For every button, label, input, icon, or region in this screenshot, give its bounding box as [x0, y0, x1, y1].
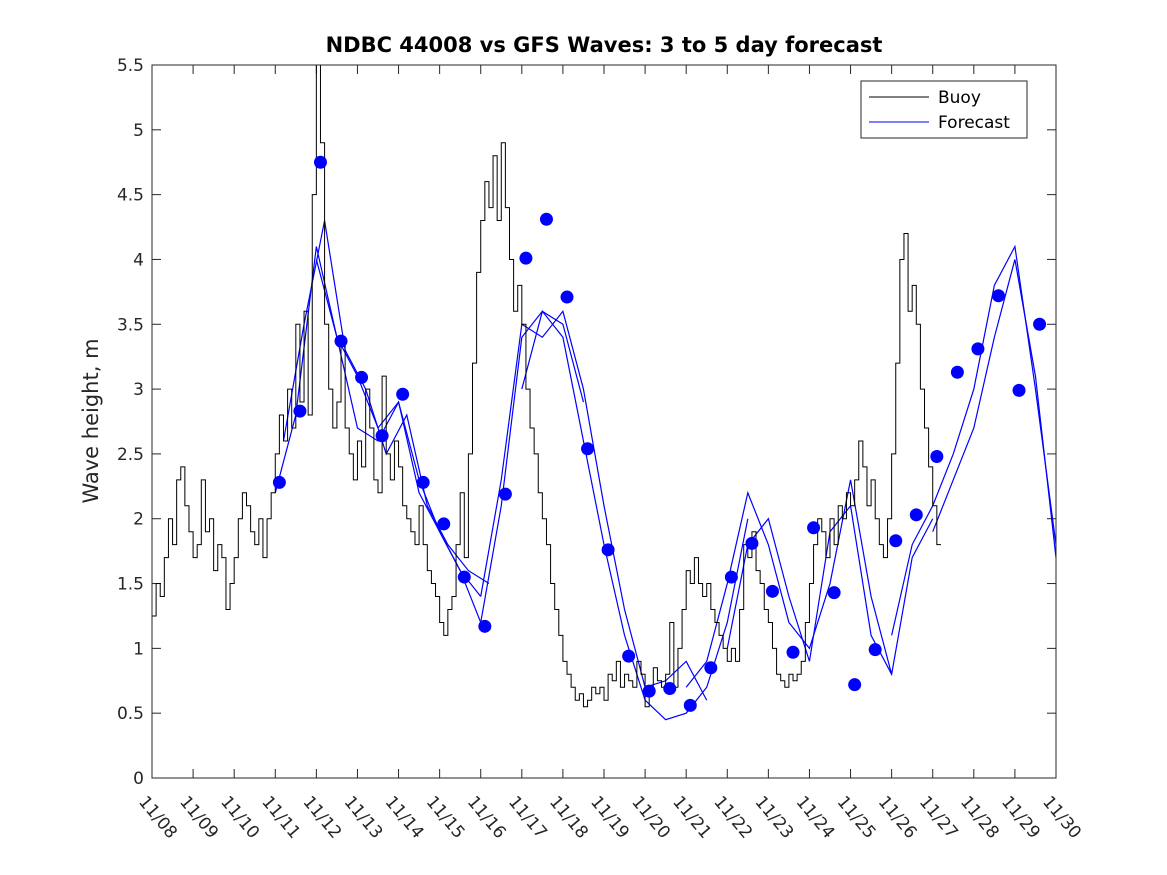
forecast-marker [991, 289, 1005, 303]
x-tick-label: 11/14 [381, 792, 428, 842]
forecast-marker [519, 251, 533, 265]
x-tick-label: 11/26 [874, 792, 921, 842]
x-tick-label: 11/27 [915, 792, 962, 842]
chart-title: NDBC 44008 vs GFS Waves: 3 to 5 day fore… [326, 33, 883, 57]
y-tick-label: 2 [133, 510, 144, 530]
forecast-marker [293, 404, 307, 418]
forecast-marker [765, 584, 779, 598]
x-tick-label: 11/19 [586, 792, 633, 842]
x-tick-label: 11/13 [340, 792, 387, 842]
forecast-marker [375, 429, 389, 443]
forecast-marker [313, 155, 327, 169]
forecast-marker [848, 678, 862, 692]
forecast-line [315, 259, 585, 625]
buoy-line [152, 65, 941, 708]
x-tick-label: 11/18 [545, 792, 592, 842]
forecast-marker [272, 475, 286, 489]
forecast-marker [807, 521, 821, 535]
y-tick-label: 3 [133, 380, 144, 400]
y-tick-label: 4 [133, 250, 144, 270]
forecast-line [932, 259, 1056, 558]
y-tick-label: 2.5 [117, 445, 144, 465]
forecast-marker [950, 365, 964, 379]
y-tick-label: 5.5 [117, 56, 144, 76]
series-layer [152, 65, 1056, 721]
x-tick-label: 11/16 [463, 792, 510, 842]
forecast-marker [1033, 317, 1047, 331]
forecast-marker [498, 487, 512, 501]
x-tick-label: 11/29 [997, 792, 1044, 842]
forecast-marker [930, 450, 944, 464]
forecast-marker [889, 534, 903, 548]
forecast-marker [827, 586, 841, 600]
y-axis-label: Wave height, m [79, 338, 103, 503]
legend-forecast-label: Forecast [938, 113, 1010, 133]
forecast-marker [581, 442, 595, 456]
forecast-marker [704, 661, 718, 675]
forecast-marker [416, 475, 430, 489]
forecast-marker [457, 570, 471, 584]
forecast-marker [724, 570, 738, 584]
forecast-line [685, 479, 893, 688]
x-tick-label: 11/23 [751, 792, 798, 842]
forecast-marker [560, 290, 574, 304]
y-tick-label: 1 [133, 639, 144, 659]
forecast-marker [355, 370, 369, 384]
forecast-line [521, 309, 749, 721]
forecast-marker [1012, 383, 1026, 397]
x-tick-label: 11/25 [833, 792, 880, 842]
x-tick-label: 11/12 [299, 792, 346, 842]
forecast-marker [745, 536, 759, 550]
y-tick-label: 1.5 [117, 575, 144, 595]
forecast-line [891, 244, 1056, 636]
legend-buoy-label: Buoy [938, 88, 981, 108]
y-tick-label: 0 [133, 769, 144, 789]
forecast-marker [334, 334, 348, 348]
forecast-marker [539, 212, 553, 226]
forecast-marker [971, 342, 985, 356]
x-tick-label: 11/21 [668, 792, 715, 842]
forecast-marker [601, 543, 615, 557]
x-tick-labels: 11/0811/0911/1011/1111/1211/1311/1411/15… [134, 792, 1085, 842]
y-tick-labels: 0 0.5 1 1.5 2 2.5 3 3.5 4 4.5 5 5.5 [117, 56, 144, 789]
x-tick-label: 11/10 [216, 792, 263, 842]
forecast-marker [478, 619, 492, 633]
forecast-marker [786, 645, 800, 659]
forecast-marker [909, 508, 923, 522]
y-tick-label: 3.5 [117, 315, 144, 335]
forecast-marker [663, 682, 677, 696]
x-tick-label: 11/15 [422, 792, 469, 842]
y-tick-label: 5 [133, 121, 144, 141]
x-tick-label: 11/17 [504, 792, 551, 842]
y-tick-label: 4.5 [117, 186, 144, 206]
x-tick-label: 11/22 [709, 792, 756, 842]
forecast-marker [437, 517, 451, 531]
x-tick-label: 11/09 [175, 792, 222, 842]
x-tick-label: 11/08 [134, 792, 181, 842]
forecast-marker [642, 684, 656, 698]
forecast-marker [868, 643, 882, 657]
forecast-marker [683, 698, 697, 712]
x-tick-label: 11/20 [627, 792, 674, 842]
x-tick-label: 11/11 [257, 792, 304, 842]
legend: Buoy Forecast [860, 80, 1028, 139]
forecast-marker [396, 387, 410, 401]
plot-background [152, 65, 1056, 778]
x-tick-label: 11/28 [956, 792, 1003, 842]
plot-frame [151, 64, 1057, 779]
x-tick-label: 11/24 [792, 792, 839, 842]
forecast-marker [622, 649, 636, 663]
y-tick-label: 0.5 [117, 704, 144, 724]
x-tick-label: 11/30 [1038, 792, 1085, 842]
legend-box [860, 80, 1028, 139]
